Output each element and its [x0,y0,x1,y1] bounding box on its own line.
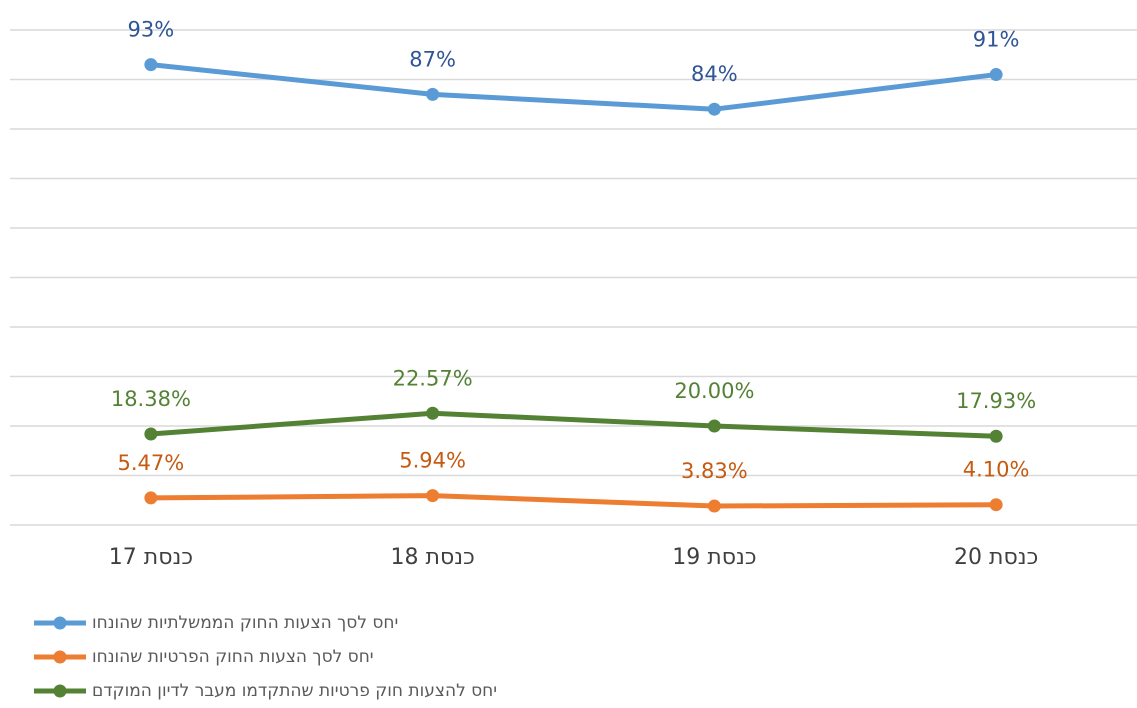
legend-label: יחס לסך הצעות החוק הממשלתיות שהונחו [92,613,399,633]
chart: כנסת 17 כנסת 18 כנסת 19 כנסת 20 93% 87% 84% 91%… [10,18,1137,570]
series-line [150,493,997,509]
data-label: 91% [973,28,1020,52]
data-point [989,68,1003,82]
x-tick-label: כנסת 19 [672,545,756,570]
data-point [144,427,158,441]
data-point [989,498,1003,512]
data-point [707,499,721,513]
data-label: 5.47% [118,451,185,475]
legend-label: יחס לסך הצעות החוק הפרטיות שהונחו [92,647,374,667]
data-label: 22.57% [393,366,473,390]
x-tick-label: כנסת 20 [954,545,1038,570]
data-point [707,419,721,433]
data-label: 87% [409,47,456,71]
legend: יחס לסך הצעות החוק הממשלתיות שהונחו יחס ל… [32,606,497,708]
data-label: 3.83% [681,459,748,483]
legend-marker [53,650,67,664]
legend-swatch [34,650,86,664]
legend-swatch [34,684,86,698]
series-line [150,62,997,112]
data-point [426,87,440,101]
data-point [144,491,158,505]
data-point [989,429,1003,443]
legend-marker [53,684,67,698]
data-label: 93% [128,18,175,42]
data-label: 17.93% [956,389,1036,413]
legend-label: יחס להצעות חוק פרטיות שהתקדמו מעבר לדיון… [92,681,498,701]
data-point [426,489,440,503]
legend-marker [53,616,67,630]
legend-item: יחס לסך הצעות החוק הפרטיות שהונחו [32,640,497,674]
legend-item: יחס לסך הצעות החוק הממשלתיות שהונחו [32,606,497,640]
x-tick-label: כנסת 17 [109,545,193,570]
data-label: 84% [691,62,738,86]
data-point [707,102,721,116]
data-label: 5.94% [399,449,466,473]
data-point [144,58,158,72]
series-line [150,410,997,439]
data-point [426,406,440,420]
data-label: 18.38% [111,387,191,411]
x-tick-label: כנסת 18 [391,545,475,570]
data-label: 20.00% [674,379,754,403]
legend-item: יחס להצעות חוק פרטיות שהתקדמו מעבר לדיון… [32,674,497,708]
legend-swatch [34,616,86,630]
data-label: 4.10% [963,458,1030,482]
